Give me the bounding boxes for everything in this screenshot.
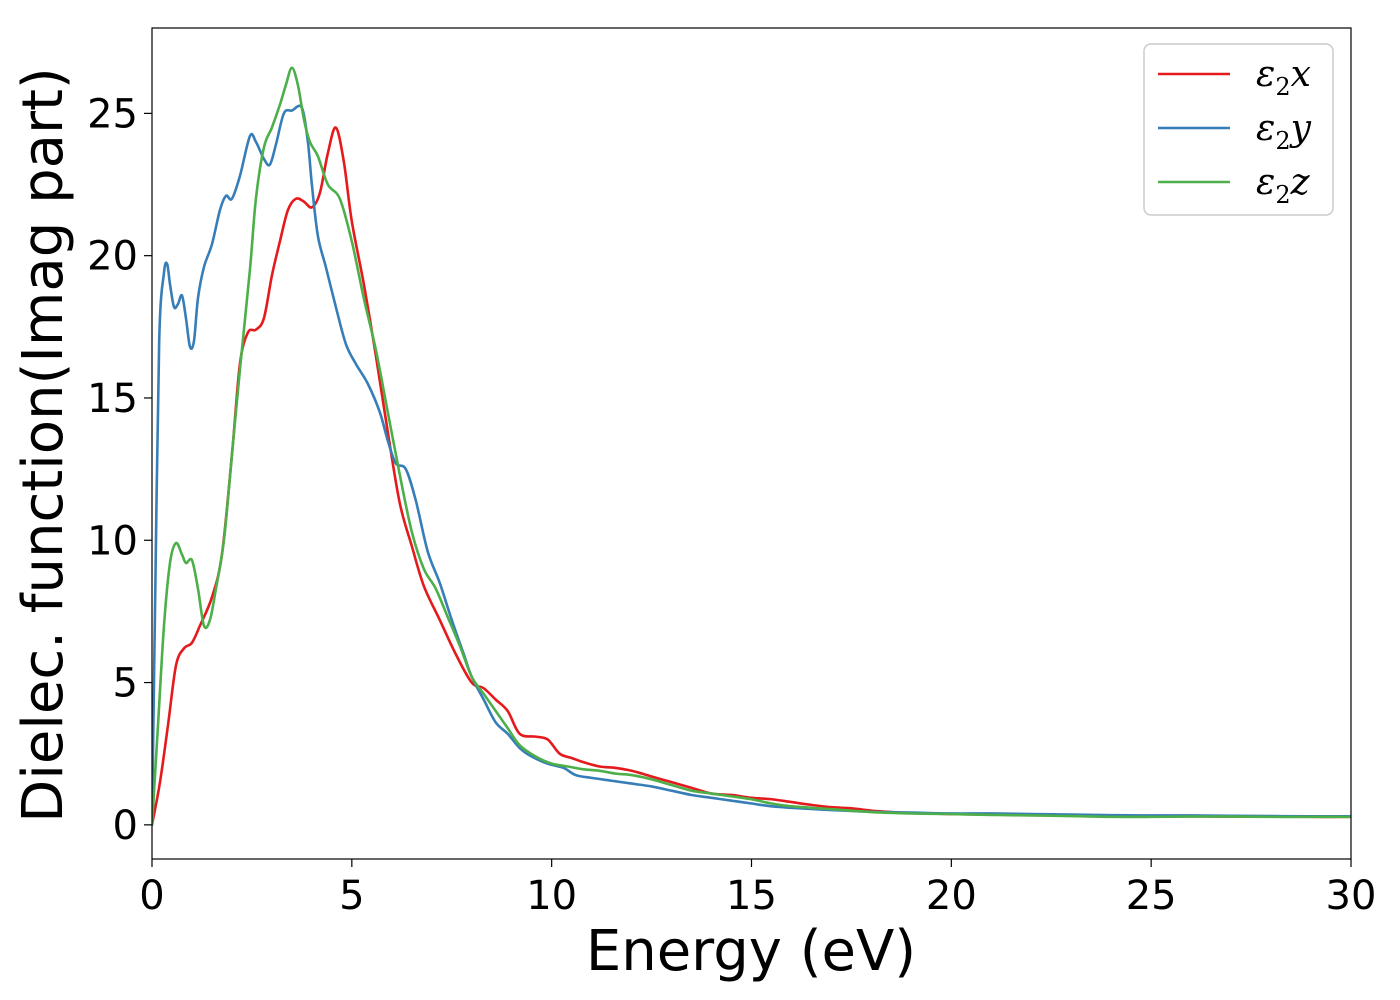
x-tick-label: 10 <box>526 873 577 919</box>
legend: ε2x ε2y ε2z <box>1143 43 1334 216</box>
legend-label-x: ε2x <box>1256 54 1311 101</box>
x-tick-label: 30 <box>1326 873 1377 919</box>
y-axis: 0 5 10 15 20 25 <box>87 91 152 849</box>
x-tick-label: 15 <box>726 873 777 919</box>
x-axis: 0 5 10 15 20 25 30 <box>139 859 1376 919</box>
y-tick-label: 0 <box>113 803 138 849</box>
legend-label-y: ε2y <box>1256 108 1312 155</box>
x-tick-label: 25 <box>1126 873 1177 919</box>
x-axis-title: Energy (eV) <box>586 919 916 984</box>
x-tick-label: 20 <box>926 873 977 919</box>
y-tick-label: 5 <box>113 661 138 707</box>
y-tick-label: 15 <box>87 376 138 422</box>
legend-box <box>1143 43 1334 216</box>
series-line-z <box>152 66 1351 827</box>
series-layer <box>152 66 1351 827</box>
y-tick-label: 10 <box>87 518 138 564</box>
x-tick-label: 0 <box>139 873 164 919</box>
x-tick-label: 5 <box>339 873 364 919</box>
series-line-x <box>152 126 1351 827</box>
y-tick-label: 25 <box>87 91 138 137</box>
y-tick-label: 20 <box>87 234 138 280</box>
legend-label-z: ε2z <box>1256 162 1311 209</box>
y-axis-title: Dielec. function(Imag part) <box>11 67 76 823</box>
